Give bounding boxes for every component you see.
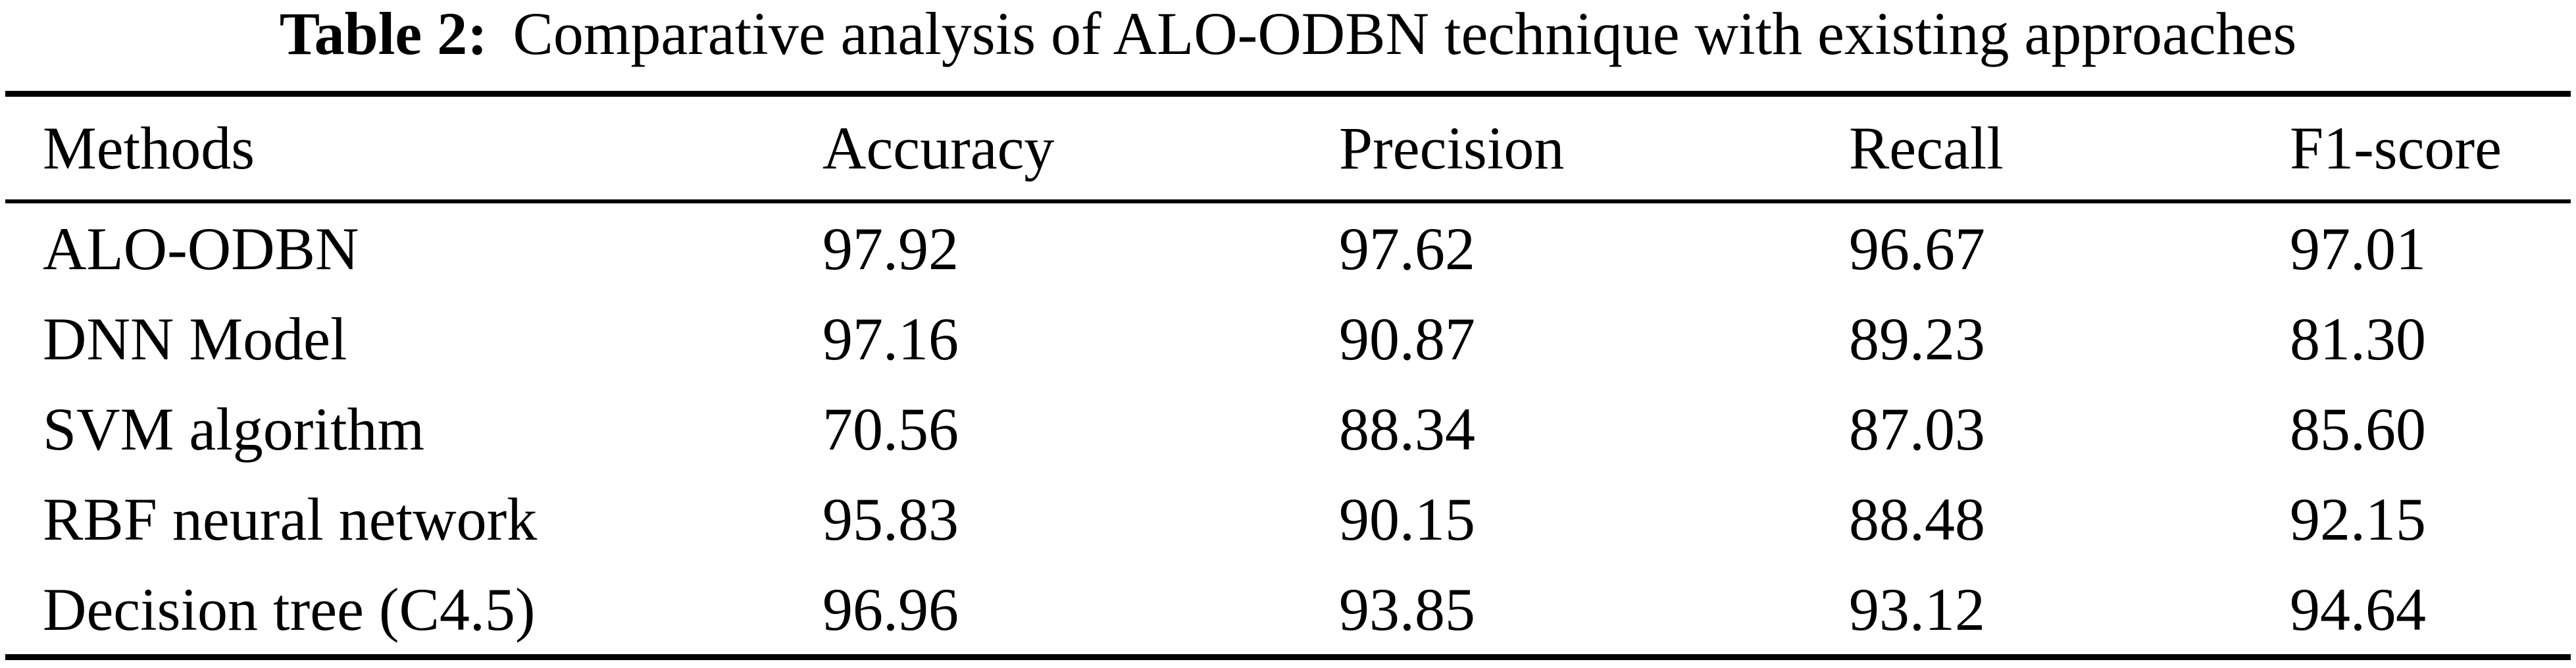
- method-cell: SVM algorithm: [43, 395, 425, 463]
- table-header: Methods Accuracy Precision Recall F1-sco…: [5, 93, 2571, 203]
- column-header-methods: Methods: [5, 93, 822, 203]
- accuracy-cell: 97.16: [822, 305, 959, 373]
- precision-cell: 90.87: [1339, 305, 1475, 373]
- precision-cell: 97.62: [1339, 215, 1475, 282]
- accuracy-cell: 70.56: [822, 395, 959, 463]
- table-row: Decision tree (C4.5) 96.96 93.85 93.12 9…: [5, 564, 2571, 657]
- method-cell: ALO-ODBN: [43, 215, 359, 282]
- column-header-recall: Recall: [1849, 93, 2290, 203]
- recall-cell: 89.23: [1849, 305, 1985, 373]
- table-body: ALO-ODBN 97.92 97.62 96.67 97.01 DNN Mod…: [5, 201, 2571, 657]
- accuracy-cell: 96.96: [822, 575, 959, 643]
- header-row: Methods Accuracy Precision Recall F1-sco…: [5, 93, 2571, 203]
- comparison-table: Methods Accuracy Precision Recall F1-sco…: [5, 91, 2571, 660]
- column-header-f1-score: F1-score: [2290, 93, 2571, 203]
- table-row: SVM algorithm 70.56 88.34 87.03 85.60: [5, 384, 2571, 474]
- table-caption-text: Comparative analysis of ALO-ODBN techniq…: [513, 0, 2297, 67]
- table-row: ALO-ODBN 97.92 97.62 96.67 97.01: [5, 201, 2571, 294]
- table-row: DNN Model 97.16 90.87 89.23 81.30: [5, 294, 2571, 384]
- table-caption: Table 2: Comparative analysis of ALO-ODB…: [0, 0, 2576, 91]
- precision-cell: 88.34: [1339, 395, 1475, 463]
- recall-cell: 96.67: [1849, 215, 1985, 282]
- f1-score-cell: 81.30: [2290, 305, 2426, 373]
- recall-cell: 93.12: [1849, 575, 1985, 643]
- recall-cell: 88.48: [1849, 485, 1985, 553]
- f1-score-cell: 97.01: [2290, 215, 2426, 282]
- column-header-accuracy: Accuracy: [822, 93, 1339, 203]
- table-row: RBF neural network 95.83 90.15 88.48 92.…: [5, 474, 2571, 564]
- precision-cell: 93.85: [1339, 575, 1475, 643]
- f1-score-cell: 85.60: [2290, 395, 2426, 463]
- recall-cell: 87.03: [1849, 395, 1985, 463]
- accuracy-cell: 97.92: [822, 215, 959, 282]
- f1-score-cell: 94.64: [2290, 575, 2426, 643]
- method-cell: RBF neural network: [43, 485, 538, 553]
- accuracy-cell: 95.83: [822, 485, 959, 553]
- table-caption-label: Table 2:: [279, 0, 488, 67]
- f1-score-cell: 92.15: [2290, 485, 2426, 553]
- method-cell: Decision tree (C4.5): [43, 575, 536, 643]
- precision-cell: 90.15: [1339, 485, 1475, 553]
- column-header-precision: Precision: [1339, 93, 1849, 203]
- method-cell: DNN Model: [43, 305, 347, 373]
